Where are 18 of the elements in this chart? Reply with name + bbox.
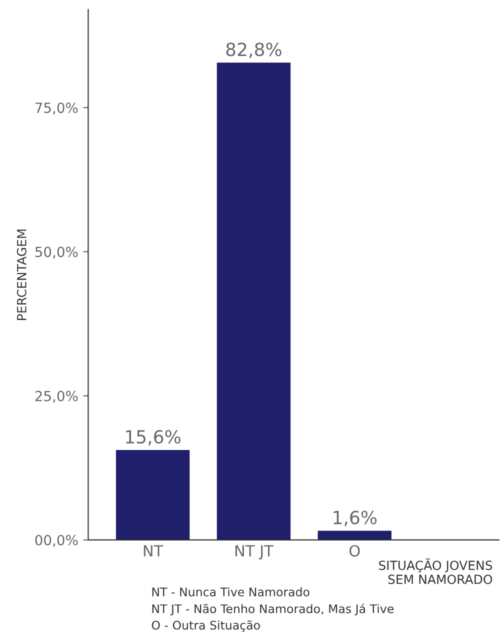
y-tick-label: 50,0% [35, 246, 78, 259]
data-label: 1,6% [334, 510, 377, 526]
x-tick-label: O [349, 545, 360, 557]
y-tick-label: 25,0% [35, 390, 78, 403]
bar [318, 530, 392, 540]
text: O - Outra Situação [152, 620, 260, 632]
bar [116, 450, 190, 540]
x-tick-label: NT [144, 545, 164, 556]
y-tick-label: 00,0% [35, 534, 78, 547]
data-label: 15,6% [126, 430, 180, 446]
bar [216, 62, 291, 540]
text: NT - Nunca Tive Namorado [152, 587, 310, 596]
x-tick-label: NT JT [235, 545, 274, 560]
data-label: 82,8% [226, 42, 282, 58]
text: NT JT - Não Tenho Namorado, Mas Já Tive [152, 604, 394, 616]
y-tick-label: 75,0% [35, 102, 78, 114]
x-axis-title: SITUAÇÃO JOVENS SEM NAMORADO [378, 558, 492, 584]
y-axis-title: PERCENTAGEM [16, 230, 26, 320]
